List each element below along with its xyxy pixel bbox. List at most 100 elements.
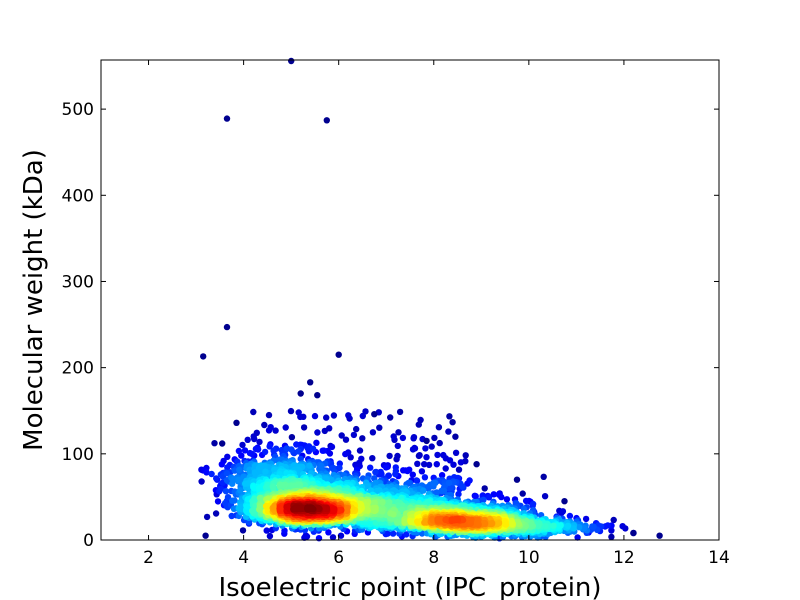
data-point [519, 490, 526, 497]
data-point [359, 435, 366, 442]
data-point [293, 441, 300, 448]
data-point [467, 520, 474, 527]
data-point [485, 494, 493, 501]
data-point [287, 407, 295, 415]
data-point [295, 409, 302, 416]
data-point [265, 411, 273, 419]
data-point [379, 499, 386, 506]
data-point [610, 516, 617, 524]
data-point [252, 445, 260, 453]
data-point [244, 480, 251, 487]
data-point [353, 425, 360, 433]
data-point [323, 414, 330, 421]
data-point [212, 510, 220, 517]
data-point [450, 461, 457, 468]
data-point [433, 461, 440, 468]
data-point [386, 452, 393, 460]
data-point [566, 512, 574, 520]
data-point [208, 470, 215, 478]
data-point [604, 522, 611, 529]
data-point [222, 488, 230, 495]
data-point [224, 464, 231, 471]
data-point [459, 483, 466, 490]
data-point [590, 523, 597, 530]
data-point [394, 442, 401, 450]
data-point [394, 519, 401, 526]
data-point [438, 472, 446, 479]
data-point [228, 512, 235, 520]
data-point [466, 477, 473, 484]
data-point [540, 473, 547, 480]
data-point [481, 485, 488, 492]
data-point [445, 479, 453, 486]
data-point [236, 466, 243, 473]
data-point [222, 499, 229, 507]
data-point [325, 529, 332, 536]
data-point [367, 464, 374, 471]
data-point [421, 461, 428, 468]
data-point [270, 447, 277, 454]
data-point [320, 447, 327, 454]
data-point [415, 452, 423, 460]
data-point [330, 412, 338, 419]
data-point [246, 466, 253, 473]
data-point [263, 527, 270, 534]
data-point [564, 522, 572, 529]
data-point [218, 461, 225, 468]
data-point [301, 481, 309, 489]
data-point [356, 447, 364, 454]
data-point [619, 523, 626, 530]
data-point [261, 448, 269, 456]
data-points [198, 57, 663, 542]
data-point [282, 424, 289, 431]
data-point [321, 427, 328, 435]
data-point [272, 427, 279, 434]
data-point [522, 497, 530, 505]
data-point [211, 440, 218, 447]
data-point [428, 443, 435, 450]
data-point [409, 471, 416, 478]
data-point [445, 428, 452, 435]
data-point [575, 524, 583, 531]
data-point [509, 521, 516, 528]
data-point [425, 461, 433, 469]
data-point [413, 477, 421, 484]
data-point [306, 462, 313, 469]
data-point [421, 474, 429, 481]
data-point [493, 521, 501, 528]
data-point [288, 446, 295, 453]
data-point [435, 424, 443, 431]
data-point [256, 438, 263, 446]
data-point [450, 479, 457, 486]
data-point [490, 491, 497, 498]
data-point [328, 477, 335, 484]
data-point [382, 464, 390, 471]
data-point [237, 487, 244, 494]
data-point [255, 464, 263, 472]
data-point [392, 470, 399, 478]
data-point [338, 432, 345, 439]
data-point [261, 421, 268, 429]
data-point [403, 531, 410, 538]
data-point [350, 431, 358, 439]
data-point [318, 462, 325, 470]
data-point [451, 516, 459, 523]
data-point [239, 527, 247, 534]
data-point [415, 421, 422, 428]
data-point [269, 483, 276, 490]
data-point [529, 500, 537, 508]
data-point [243, 503, 251, 510]
data-point [330, 507, 337, 515]
data-point [452, 449, 460, 456]
data-point [574, 534, 581, 541]
data-point [203, 469, 210, 476]
data-point [385, 472, 392, 479]
data-point [289, 482, 296, 489]
data-point [224, 453, 231, 460]
data-point [347, 454, 354, 461]
data-point [369, 429, 377, 436]
data-point [337, 532, 345, 539]
data-point [395, 429, 402, 436]
data-point [457, 459, 465, 466]
